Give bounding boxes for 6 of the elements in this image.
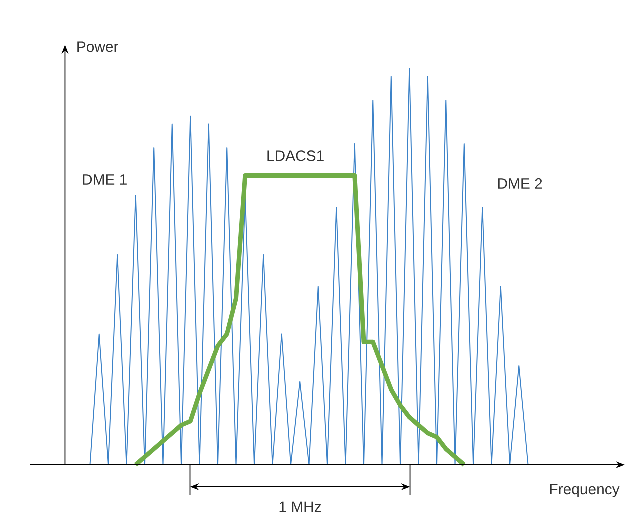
series-label: LDACS1 — [268, 150, 324, 162]
text: 1 MHz — [280, 502, 322, 512]
y-axis-title: Power — [78, 42, 118, 52]
series-label: DME 1 — [83, 174, 127, 185]
x-axis-title: Frequency — [550, 484, 620, 498]
series-label: DME 2 — [498, 178, 542, 189]
